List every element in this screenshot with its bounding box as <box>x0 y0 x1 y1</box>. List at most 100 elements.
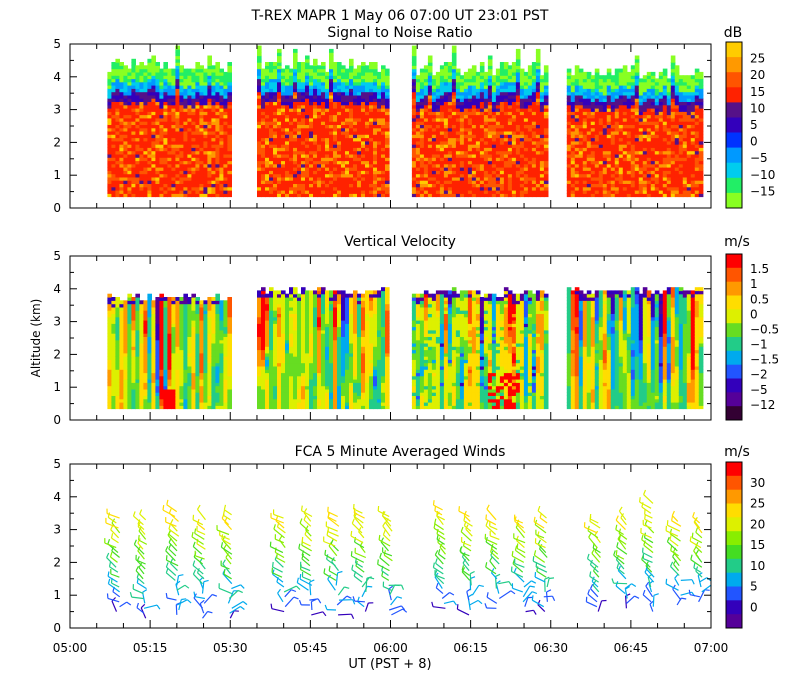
snr-cell <box>622 153 628 158</box>
snr-cell <box>277 167 282 171</box>
snr-cell <box>539 190 545 194</box>
snr-cell <box>650 85 656 89</box>
snr-cell <box>155 71 160 76</box>
snr-cell <box>377 193 382 198</box>
snr-cell <box>171 180 176 184</box>
snr-cell <box>531 140 537 145</box>
snr-cell <box>223 140 228 145</box>
snr-cell <box>333 153 338 158</box>
snr-cell <box>203 160 208 165</box>
snr-cell <box>269 176 274 181</box>
snr-cell <box>285 124 290 129</box>
snr-cell <box>531 157 537 162</box>
snr-cell <box>293 111 298 116</box>
snr-cell <box>642 108 648 112</box>
snr-cell <box>626 91 632 96</box>
snr-cell <box>511 150 517 155</box>
snr-cell <box>574 104 580 109</box>
snr-cell <box>167 121 172 125</box>
snr-cell <box>467 130 473 135</box>
snr-cell <box>277 144 282 148</box>
snr-cell <box>139 108 144 112</box>
snr-cell <box>369 124 374 129</box>
snr-cell <box>574 183 580 188</box>
snr-cell <box>155 183 160 188</box>
snr-cell <box>313 121 318 125</box>
snr-cell <box>223 183 228 188</box>
snr-cell <box>337 101 342 106</box>
snr-cell <box>638 124 644 129</box>
snr-cell <box>115 58 120 63</box>
snr-cell <box>634 130 640 135</box>
snr-cell <box>265 98 270 102</box>
snr-cell <box>179 85 184 89</box>
snr-cell <box>353 114 358 119</box>
snr-cell <box>147 124 152 129</box>
snr-cell <box>349 186 354 191</box>
snr-cell <box>313 65 318 70</box>
snr-cell <box>467 114 473 119</box>
snr-cell <box>139 140 144 145</box>
snr-cell <box>385 121 390 125</box>
snr-cell <box>273 68 278 73</box>
snr-cell <box>574 75 580 80</box>
snr-cell <box>155 94 160 99</box>
snr-cell <box>207 186 212 191</box>
snr-cell <box>606 117 612 122</box>
snr-cell <box>195 180 200 184</box>
snr-cell <box>377 163 382 168</box>
snr-cell <box>590 167 596 171</box>
snr-cell <box>503 117 509 122</box>
snr-cell <box>642 121 648 125</box>
snr-cell <box>203 114 208 119</box>
snr-cell <box>590 127 596 132</box>
snr-cell <box>167 85 172 89</box>
snr-cell <box>147 75 152 80</box>
snr-cell <box>305 180 310 184</box>
snr-cell <box>459 153 465 158</box>
snr-cell <box>317 127 322 132</box>
snr-cell <box>527 193 533 198</box>
snr-cell <box>377 124 382 129</box>
snr-cell <box>159 104 164 109</box>
snr-cell <box>666 186 672 191</box>
snr-cell <box>223 176 228 181</box>
snr-cell <box>171 193 176 198</box>
snr-cell <box>419 173 425 178</box>
snr-cell <box>459 147 465 152</box>
snr-cell <box>427 130 433 135</box>
snr-cell <box>199 137 204 142</box>
snr-cell <box>582 121 588 125</box>
snr-cell <box>353 147 358 152</box>
snr-cell <box>373 78 378 83</box>
snr-cell <box>467 183 473 188</box>
snr-cell <box>261 193 266 198</box>
snr-cell <box>381 104 386 109</box>
snr-cell <box>345 68 350 73</box>
snr-cell <box>618 121 624 125</box>
snr-cell <box>503 78 509 83</box>
snr-cell <box>666 124 672 129</box>
snr-cell <box>321 153 326 158</box>
snr-cell <box>622 98 628 102</box>
snr-cell <box>614 117 620 122</box>
snr-cell <box>515 75 521 80</box>
snr-cell <box>582 88 588 93</box>
snr-cell <box>511 85 517 89</box>
snr-cell <box>582 78 588 83</box>
snr-cell <box>471 130 477 135</box>
snr-cell <box>610 111 616 116</box>
snr-cell <box>479 127 485 132</box>
snr-cell <box>127 186 132 191</box>
snr-cell <box>377 85 382 89</box>
snr-cell <box>337 65 342 70</box>
snr-cell <box>423 193 429 198</box>
snr-cell <box>277 163 282 168</box>
snr-cell <box>175 85 180 89</box>
snr-cell <box>163 160 168 165</box>
snr-cell <box>511 147 517 152</box>
snr-cell <box>187 117 192 122</box>
snr-cell <box>321 163 326 168</box>
snr-cell <box>646 157 652 162</box>
snr-cell <box>666 163 672 168</box>
